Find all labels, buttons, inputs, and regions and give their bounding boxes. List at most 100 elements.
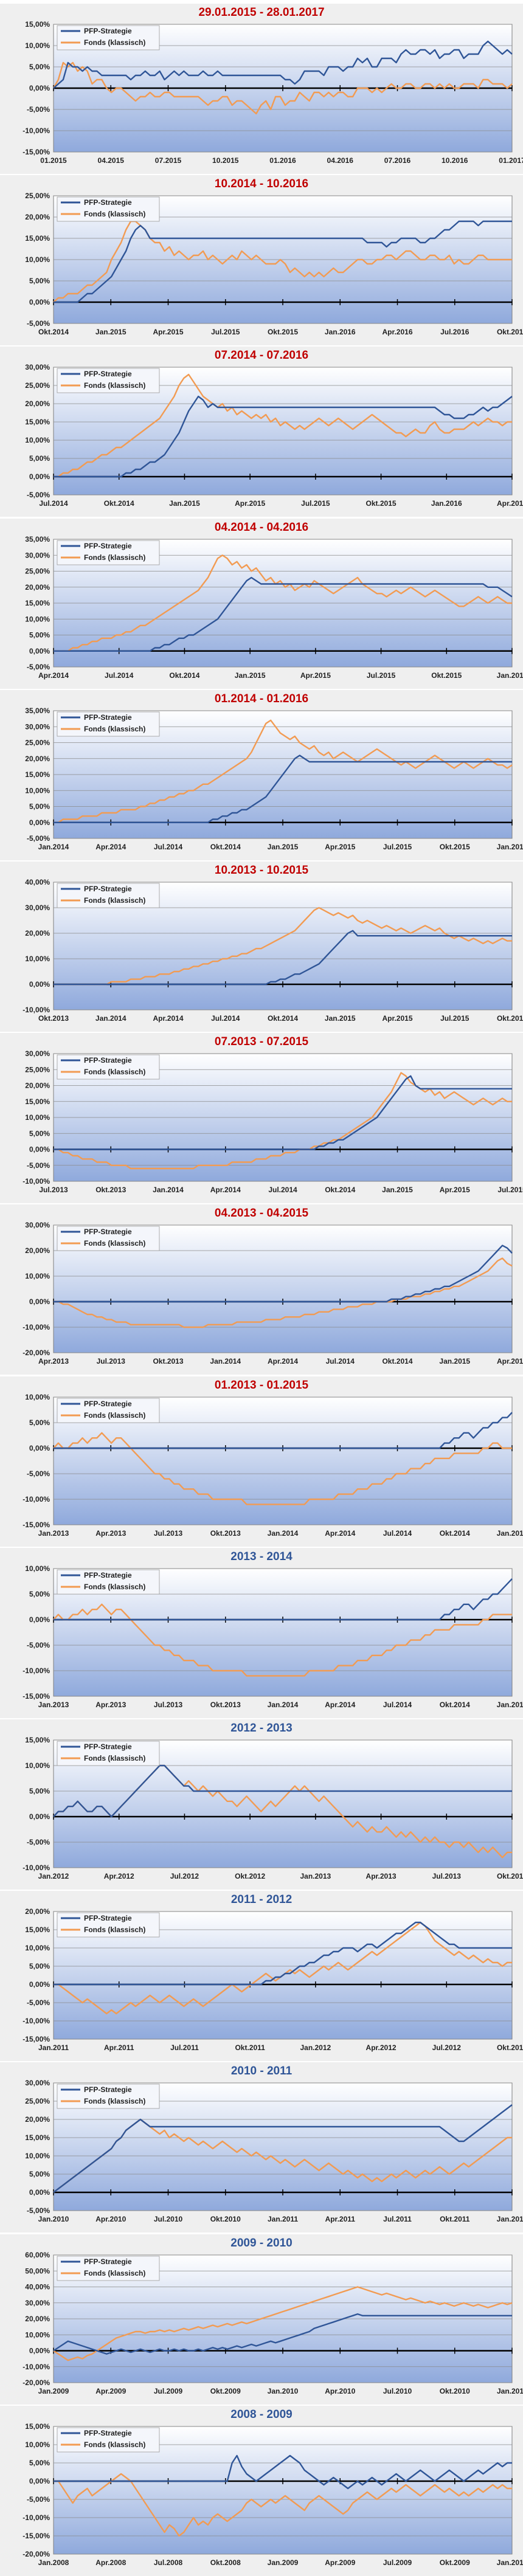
x-tick-label: Jul.2011 xyxy=(383,2215,412,2223)
x-tick-label: Okt.2009 xyxy=(440,2558,470,2567)
y-tick-label: -10,00% xyxy=(23,126,50,135)
legend: PFP-Strategie Fonds (klassisch) xyxy=(57,196,160,222)
y-tick-label: 0,00% xyxy=(29,472,50,481)
y-tick-label: 15,00% xyxy=(25,234,50,243)
chart-panel: 2012 - 2013 15,00% 10,00% 5,00% 0,00% -5,00% -… xyxy=(0,1719,523,1890)
x-tick-label: Okt.2014 xyxy=(104,499,134,508)
legend-label-strategy: PFP-Strategie xyxy=(84,1056,132,1065)
chart-panel: 2009 - 2010 60,00% 50,00% 40,00% 30,00% 20,00… xyxy=(0,2234,523,2405)
series-line-fonds-klassisch xyxy=(54,906,512,986)
y-tick-label: -10,00% xyxy=(23,1177,50,1186)
x-tick-label: Apr.2015 xyxy=(153,328,183,336)
y-tick-label: 0,00% xyxy=(29,1615,50,1624)
y-tick-label: 10,00% xyxy=(25,1564,50,1573)
y-tick-label: 40,00% xyxy=(25,878,50,886)
y-tick-label: 5,00% xyxy=(29,1129,50,1138)
legend-label-fonds: Fonds (klassisch) xyxy=(84,1411,145,1420)
x-tick-label: Apr.2014 xyxy=(210,1186,241,1194)
y-tick-label: -20,00% xyxy=(23,1348,50,1357)
series-line-pfp-strategie xyxy=(54,1075,512,1150)
y-tick-label: -5,00% xyxy=(27,2495,50,2504)
series-line-fonds-klassisch xyxy=(52,61,513,115)
x-tick-label: Apr.2015 xyxy=(325,843,355,851)
chart-title: 04.2014 - 04.2016 xyxy=(214,520,309,534)
y-tick-label: 20,00% xyxy=(25,399,50,408)
legend-label-strategy: PFP-Strategie xyxy=(84,885,132,893)
y-tick-label: 0,00% xyxy=(29,1812,50,1821)
x-tick-label: Jul.2015 xyxy=(211,328,240,336)
legend: PFP-Strategie Fonds (klassisch) xyxy=(57,1912,160,1938)
legend-label-strategy: PFP-Strategie xyxy=(84,713,132,722)
y-tick-label: 35,00% xyxy=(25,535,50,544)
y-tick-label: 15,00% xyxy=(25,418,50,426)
legend-label-fonds: Fonds (klassisch) xyxy=(84,1754,145,1763)
legend-label-fonds: Fonds (klassisch) xyxy=(84,38,145,47)
y-tick-label: 60,00% xyxy=(25,2251,50,2259)
x-tick-label: Apr.2012 xyxy=(104,1872,134,1880)
x-tick-label: Apr.2014 xyxy=(325,1529,355,1538)
x-tick-label: Jul.2013 xyxy=(154,1701,183,1709)
x-tick-label: Jul.2013 xyxy=(97,1357,126,1366)
chart-panel: 01.2014 - 01.2016 35,00% 30,00% 25,00% 20,00… xyxy=(0,689,523,860)
y-tick-label: 0,00% xyxy=(29,298,50,306)
x-tick-label: Jan.2012 xyxy=(497,2215,523,2223)
legend-label-strategy: PFP-Strategie xyxy=(84,370,132,378)
chart-panel: 07.2014 - 07.2016 30,00% 25,00% 20,00% 15,00… xyxy=(0,347,523,517)
y-tick-label: -10,00% xyxy=(23,1495,50,1504)
line-chart: 30,00%20,00%10,00%0,00%-10,00%-20,00%Apr… xyxy=(23,1221,523,1366)
legend-box xyxy=(57,25,160,50)
x-tick-label: Okt.2015 xyxy=(366,499,397,508)
x-tick-label: Okt.2009 xyxy=(210,2387,241,2395)
x-tick-label: Apr.2014 xyxy=(153,1014,183,1023)
x-tick-label: Jul.2014 xyxy=(154,843,183,851)
x-tick-label: Jan.2015 xyxy=(497,1529,523,1538)
legend-label-strategy: PFP-Strategie xyxy=(84,198,132,207)
y-tick-label: 35,00% xyxy=(25,706,50,715)
x-tick-label: Apr.2011 xyxy=(325,2215,356,2223)
x-tick-label: Jan.2012 xyxy=(300,2043,331,2052)
y-tick-label: -10,00% xyxy=(23,2362,50,2371)
x-tick-label: Jan.2015 xyxy=(497,1701,523,1709)
x-tick-label: Jul.2014 xyxy=(268,1186,297,1194)
y-tick-label: -5,00% xyxy=(27,1161,50,1170)
x-tick-label: Okt.2014 xyxy=(169,671,199,680)
y-tick-label: 5,00% xyxy=(29,2170,50,2178)
x-tick-label: Jan.2010 xyxy=(268,2387,299,2395)
y-tick-label: 30,00% xyxy=(25,903,50,912)
y-tick-label: -10,00% xyxy=(23,1666,50,1675)
legend-label-fonds: Fonds (klassisch) xyxy=(84,1925,145,1934)
x-tick-label: Apr.2015 xyxy=(497,1357,523,1366)
y-tick-label: 20,00% xyxy=(25,213,50,221)
x-tick-label: Jan.2011 xyxy=(497,2387,523,2395)
x-tick-label: Jul.2013 xyxy=(154,1529,183,1538)
line-chart: 15,00% 10,00% 5,00% 0,00% -5,00% -10,00% -15,0… xyxy=(23,2422,523,2567)
x-tick-label: Jul.2014 xyxy=(39,499,68,508)
series-line-fonds-klassisch xyxy=(53,1432,512,1505)
series-line-pfp-strategie xyxy=(54,930,512,986)
chart-title: 29.01.2015 - 28.01.2017 xyxy=(198,6,325,19)
y-tick-label: -5,00% xyxy=(27,1838,50,1846)
chart-title: 2011 - 2012 xyxy=(230,1893,293,1907)
x-tick-label: 07.2015 xyxy=(155,156,182,165)
y-tick-label: -15,00% xyxy=(23,2035,50,2043)
x-tick-label: Jul.2012 xyxy=(432,2043,462,2052)
x-tick-label: Jan.2014 xyxy=(153,1186,184,1194)
legend-label-fonds: Fonds (klassisch) xyxy=(84,896,145,905)
y-tick-label: 15,00% xyxy=(25,770,50,779)
x-tick-label: Jan.2014 xyxy=(268,1701,299,1709)
legend: PFP-Strategie Fonds (klassisch) xyxy=(57,2427,160,2453)
legend-label-fonds: Fonds (klassisch) xyxy=(84,210,145,218)
y-tick-label: -10,00% xyxy=(23,1863,50,1872)
x-tick-label: Okt.2014 xyxy=(440,1529,470,1538)
series-line-pfp-strategie xyxy=(54,1245,513,1303)
y-tick-label: -15,00% xyxy=(23,1692,50,1701)
x-tick-label: Jan.2014 xyxy=(38,843,69,851)
y-tick-label: -5,00% xyxy=(27,105,50,114)
legend-box xyxy=(57,1569,160,1595)
y-tick-label: 30,00% xyxy=(25,551,50,559)
series-line-pfp-strategie xyxy=(54,1921,512,1986)
y-tick-label: 0,00% xyxy=(29,2346,50,2355)
x-tick-label: Okt.2013 xyxy=(210,1701,241,1709)
y-tick-label: 15,00% xyxy=(25,2133,50,2142)
legend: PFP-Strategie Fonds (klassisch) xyxy=(57,1054,160,1080)
